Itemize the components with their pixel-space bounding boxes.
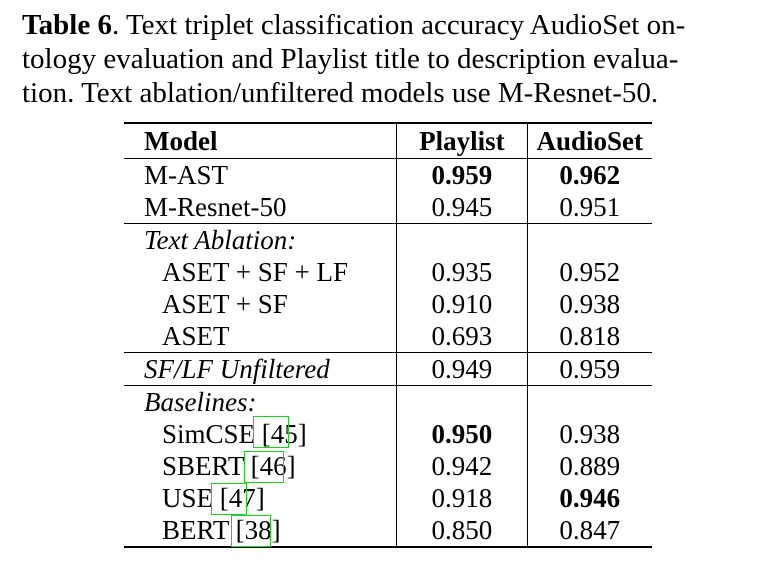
citation-link[interactable]: [38]	[230, 515, 281, 547]
header-row: Model Playlist AudioSet	[124, 123, 652, 159]
table-row: ASET + SF 0.910 0.938	[124, 288, 652, 320]
cell-playlist: 0.942	[396, 450, 528, 482]
table-row: SBERT [46] 0.942 0.889	[124, 450, 652, 483]
cell-audioset: 0.818	[526, 320, 652, 353]
header-playlist: Playlist	[396, 123, 528, 159]
cell-model: ASET	[162, 321, 230, 351]
cell-model: M-AST	[144, 160, 229, 190]
cell-playlist: 0.959	[396, 158, 528, 191]
section-row-text-ablation: Text Ablation:	[124, 223, 652, 256]
table-row: SF/LF Unfiltered 0.949 0.959	[124, 352, 652, 386]
header-audioset: AudioSet	[526, 123, 652, 159]
table-row: M-Resnet-50 0.945 0.951	[124, 191, 652, 224]
results-table-container: Model Playlist AudioSet M-AST 0.959 0.96…	[124, 122, 652, 548]
model-name: SimCSE	[162, 419, 256, 449]
cell-playlist: 0.693	[396, 320, 528, 353]
cell-model: SF/LF Unfiltered	[144, 354, 330, 384]
table-caption: Table 6. Text triplet classification acc…	[22, 8, 757, 110]
cell-audioset: 0.962	[526, 158, 652, 191]
cell-audioset: 0.959	[526, 352, 652, 386]
cell-model: SBERT [46]	[124, 450, 397, 483]
table-row: ASET 0.693 0.818	[124, 320, 652, 353]
cell-model: ASET + SF + LF	[162, 257, 349, 287]
caption-line-1: Table 6. Text triplet classification acc…	[22, 8, 757, 42]
cell-audioset: 0.951	[526, 191, 652, 224]
table-row: BERT [38] 0.850 0.847	[124, 514, 652, 547]
table-row: SimCSE [45] 0.950 0.938	[124, 416, 652, 450]
cell-model: USE [47]	[124, 482, 397, 515]
model-name: USE	[162, 483, 214, 513]
cell-playlist: 0.950	[396, 418, 528, 450]
results-table: Model Playlist AudioSet M-AST 0.959 0.96…	[124, 122, 652, 548]
caption-text-1: . Text triplet classification accuracy A…	[112, 9, 686, 41]
cell-model: M-Resnet-50	[144, 192, 287, 222]
table-row: M-AST 0.959 0.962	[124, 158, 652, 191]
citation-link[interactable]: [46]	[243, 451, 296, 483]
cell-playlist: 0.850	[396, 514, 528, 547]
header-model: Model	[144, 126, 218, 156]
cell-model: ASET + SF	[162, 289, 288, 319]
citation-link[interactable]: [45]	[252, 416, 307, 449]
table-row: ASET + SF + LF 0.935 0.952	[124, 256, 652, 288]
citation-link[interactable]: [47]	[210, 483, 265, 515]
cell-audioset: 0.938	[526, 288, 652, 320]
cell-audioset: 0.946	[526, 482, 652, 514]
cell-audioset: 0.889	[526, 450, 652, 482]
caption-line-3: tion. Text ablation/unfiltered models us…	[22, 77, 659, 109]
model-name: SBERT	[162, 451, 244, 481]
caption-label: Table 6	[22, 9, 112, 41]
model-name: BERT	[162, 515, 229, 545]
cell-playlist: 0.935	[396, 256, 528, 288]
cell-audioset: 0.847	[526, 514, 652, 547]
cell-playlist: 0.949	[396, 352, 528, 386]
section-label: Text Ablation:	[144, 225, 297, 255]
section-label: Baselines:	[144, 387, 257, 417]
cell-audioset: 0.938	[526, 418, 652, 450]
cell-playlist: 0.945	[396, 191, 528, 224]
section-row-baselines: Baselines:	[124, 385, 652, 418]
table-row: USE [47] 0.918 0.946	[124, 482, 652, 515]
cell-model: BERT [38]	[124, 514, 397, 547]
cell-playlist: 0.918	[396, 482, 528, 514]
cell-audioset: 0.952	[526, 256, 652, 288]
caption-line-2: tology evaluation and Playlist title to …	[22, 43, 679, 75]
cell-playlist: 0.910	[396, 288, 528, 320]
cell-model: SimCSE [45]	[124, 416, 397, 450]
